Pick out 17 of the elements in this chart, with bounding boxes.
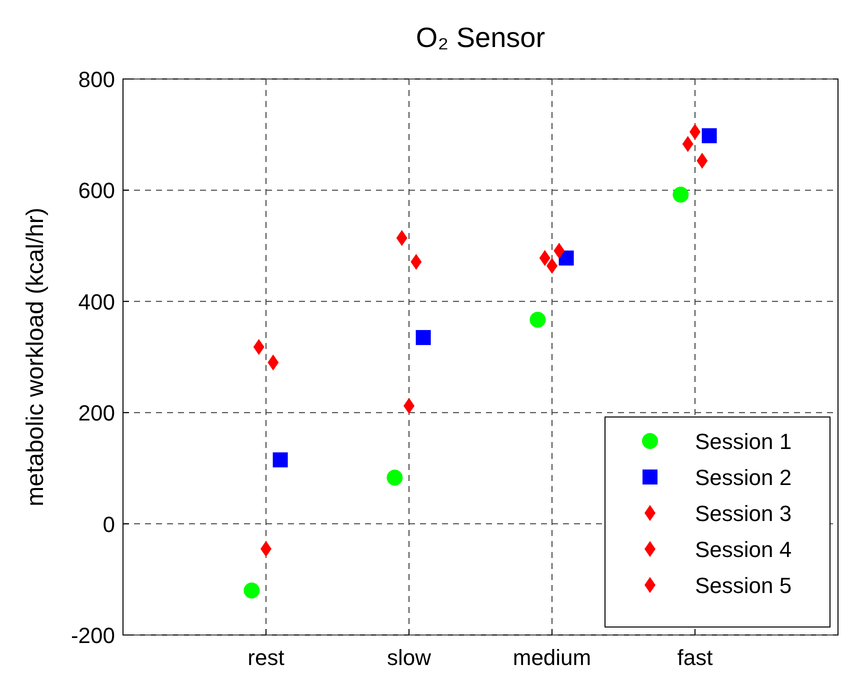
x-tick-label: slow bbox=[386, 645, 432, 670]
chart-title: O₂ Sensor bbox=[416, 22, 546, 53]
legend-label: Session 4 bbox=[695, 537, 792, 562]
y-axis-title: metabolic workload (kcal/hr) bbox=[22, 208, 49, 506]
x-tick-label: rest bbox=[248, 645, 284, 670]
y-tick-label: -200 bbox=[70, 623, 115, 648]
legend-label: Session 3 bbox=[695, 501, 792, 526]
legend-label: Session 1 bbox=[695, 429, 792, 454]
x-tick-label: medium bbox=[512, 645, 592, 670]
legend-label: Session 2 bbox=[695, 465, 792, 490]
y-tick-label: 400 bbox=[78, 289, 115, 314]
legend-label: Session 5 bbox=[695, 573, 792, 598]
y-tick-label: 0 bbox=[102, 512, 115, 537]
y-tick-label: 800 bbox=[78, 67, 115, 92]
x-tick-label: fast bbox=[677, 645, 713, 670]
y-tick-label: 600 bbox=[78, 178, 115, 204]
y-tick-label: 200 bbox=[78, 400, 115, 426]
